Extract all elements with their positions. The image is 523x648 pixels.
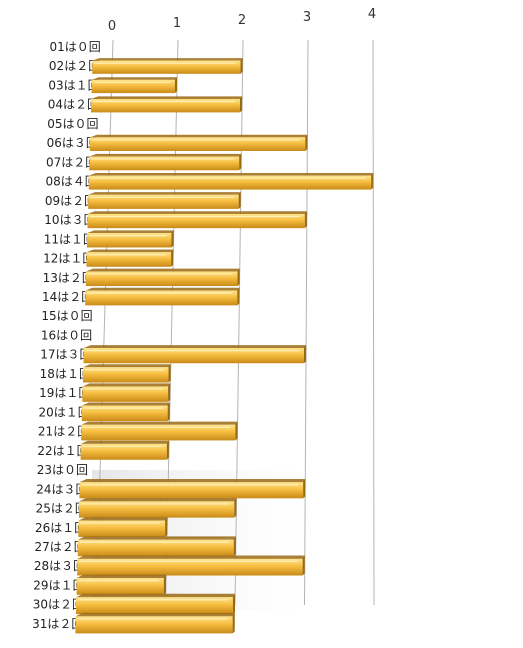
gridline [372,39,375,606]
category-label: 12は１回 [43,252,94,266]
x-tick-label: 4 [368,7,376,22]
bar [91,77,177,94]
gridline [304,39,309,606]
category-label: 08は４回 [45,175,96,189]
bar [83,345,307,364]
bar [81,421,238,441]
x-tick-label: 2 [238,13,246,28]
category-label: 26は１回 [35,521,86,535]
category-label: 22は１回 [37,444,88,458]
category-labels: 01は０回 02は２回 03は１回 04は２回 05は０回 06は３回 07は２回 08は４回… [32,40,101,631]
category-label: 06は３回 [47,136,98,150]
category-label: 01は０回 [50,40,101,54]
bar [85,268,240,287]
bar [78,498,237,518]
category-label: 04は２回 [48,98,99,112]
bar [76,593,236,615]
category-label: 05は０回 [47,117,98,131]
category-label: 16は０回 [41,328,92,342]
category-label: 07は２回 [46,155,97,169]
category-label: 18は１回 [40,367,91,381]
bar [89,153,242,171]
bars [75,58,374,634]
category-label: 09は２回 [45,194,96,208]
x-tick-label: 0 [108,19,116,34]
bar [75,612,235,634]
category-label: 25は２回 [36,502,87,516]
category-label: 31は２回 [32,617,83,631]
category-label: 21は２回 [38,425,89,439]
x-tick-label: 1 [173,16,181,31]
category-label: 23は０回 [37,463,88,477]
bar [78,517,168,537]
bar [91,96,243,113]
x-tick-labels: 0 1 2 3 4 [108,7,376,34]
category-label: 02は２回 [49,59,100,73]
category-label: 15は０回 [41,309,92,323]
bar [87,211,307,229]
category-label: 03は１回 [48,78,99,92]
bar [87,230,174,248]
bar [77,555,305,576]
bar [88,172,374,190]
x-tick-label: 3 [303,10,311,25]
bar [76,574,166,595]
bar [82,383,171,402]
bar [80,440,169,460]
category-label: 14は２回 [42,290,93,304]
bar [86,249,174,267]
category-label: 30は２回 [33,598,84,612]
bar [81,402,170,422]
bar [88,192,241,209]
category-label: 28は３回 [34,559,85,573]
category-label: 20は１回 [39,405,90,419]
bar [92,58,243,74]
category-label: 17は３回 [40,348,91,362]
bar [89,134,308,151]
category-label: 24は３回 [36,482,87,496]
bar [82,364,171,383]
category-label: 29は１回 [33,578,84,592]
category-label: 19は１回 [39,386,90,400]
bar [79,479,306,499]
category-label: 10は３回 [44,213,95,227]
category-label: 27は２回 [34,540,85,554]
bar [85,287,240,306]
category-label: 13は２回 [43,271,94,285]
category-label: 11は１回 [44,232,95,246]
bar [77,536,236,557]
